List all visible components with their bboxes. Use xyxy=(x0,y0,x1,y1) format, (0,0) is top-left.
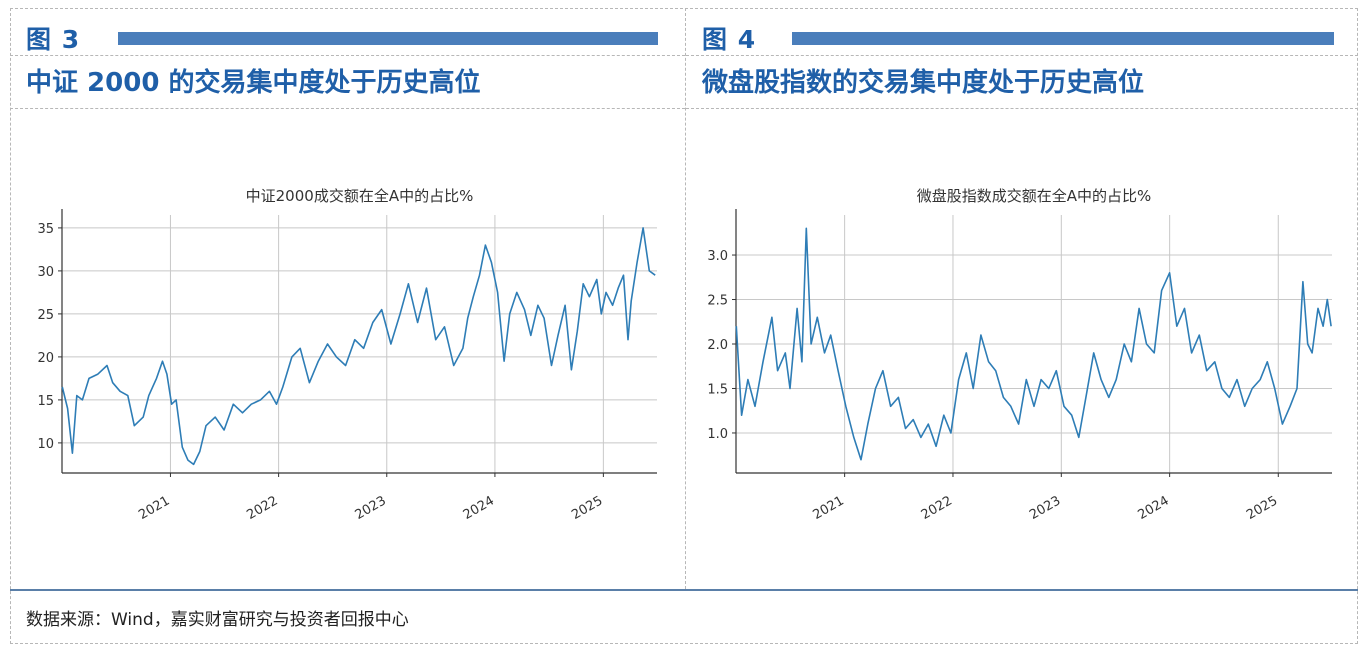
figure-3-divider-2 xyxy=(10,108,685,109)
figure-4-divider-2 xyxy=(686,108,1358,109)
chart-title: 中证2000成交额在全A中的占比% xyxy=(246,187,474,205)
y-tick-label: 25 xyxy=(37,308,54,323)
figure-3-divider xyxy=(10,55,685,56)
y-tick-label: 30 xyxy=(37,265,54,280)
source-divider xyxy=(10,589,1358,591)
x-tick-label: 2023 xyxy=(353,493,389,523)
x-tick-label: 2022 xyxy=(244,493,280,523)
y-tick-label: 1.0 xyxy=(707,427,728,442)
x-tick-label: 2024 xyxy=(461,493,497,523)
series-line xyxy=(61,227,656,466)
figure-4-divider xyxy=(686,55,1358,56)
x-tick-label: 2023 xyxy=(1027,493,1063,523)
x-tick-label: 2021 xyxy=(136,493,172,523)
y-tick-label: 35 xyxy=(37,222,54,237)
x-tick-label: 2025 xyxy=(569,493,605,523)
y-tick-label: 3.0 xyxy=(707,249,728,264)
figure-3-heading: 中证 2000 的交易集中度处于历史高位 xyxy=(26,68,481,98)
series-line xyxy=(735,227,1332,461)
x-tick-label: 2021 xyxy=(810,493,846,523)
y-tick-label: 10 xyxy=(37,437,54,452)
figure-3-panel: 图 3 中证 2000 的交易集中度处于历史高位 中证2000成交额在全A中的占… xyxy=(10,8,686,589)
figure-4-label: 图 4 xyxy=(702,25,757,54)
source-note: 数据来源：Wind，嘉实财富研究与投资者回报中心 xyxy=(26,610,409,630)
chart-title: 微盘股指数成交额在全A中的占比% xyxy=(917,187,1152,205)
x-tick-label: 2025 xyxy=(1244,493,1280,523)
x-tick-label: 2024 xyxy=(1135,493,1171,523)
figure-3-label: 图 3 xyxy=(26,25,81,54)
report-frame xyxy=(10,8,1358,644)
x-tick-label: 2022 xyxy=(919,493,955,523)
figure-3-header-bar xyxy=(118,32,658,45)
y-tick-label: 2.5 xyxy=(707,294,728,309)
y-tick-label: 1.5 xyxy=(707,382,728,397)
figure-4-heading: 微盘股指数的交易集中度处于历史高位 xyxy=(702,68,1145,98)
y-tick-label: 15 xyxy=(37,394,54,409)
figure-4-panel: 图 4 微盘股指数的交易集中度处于历史高位 微盘股指数成交额在全A中的占比% 1.… xyxy=(686,8,1358,589)
figure-4-line-chart: 微盘股指数成交额在全A中的占比% 1.0 1.5 2.0 2.5 3.0 2021 2022 2… xyxy=(707,187,1332,523)
figure-4-header-bar xyxy=(792,32,1334,45)
y-tick-label: 20 xyxy=(37,351,54,366)
y-tick-label: 2.0 xyxy=(707,338,728,353)
